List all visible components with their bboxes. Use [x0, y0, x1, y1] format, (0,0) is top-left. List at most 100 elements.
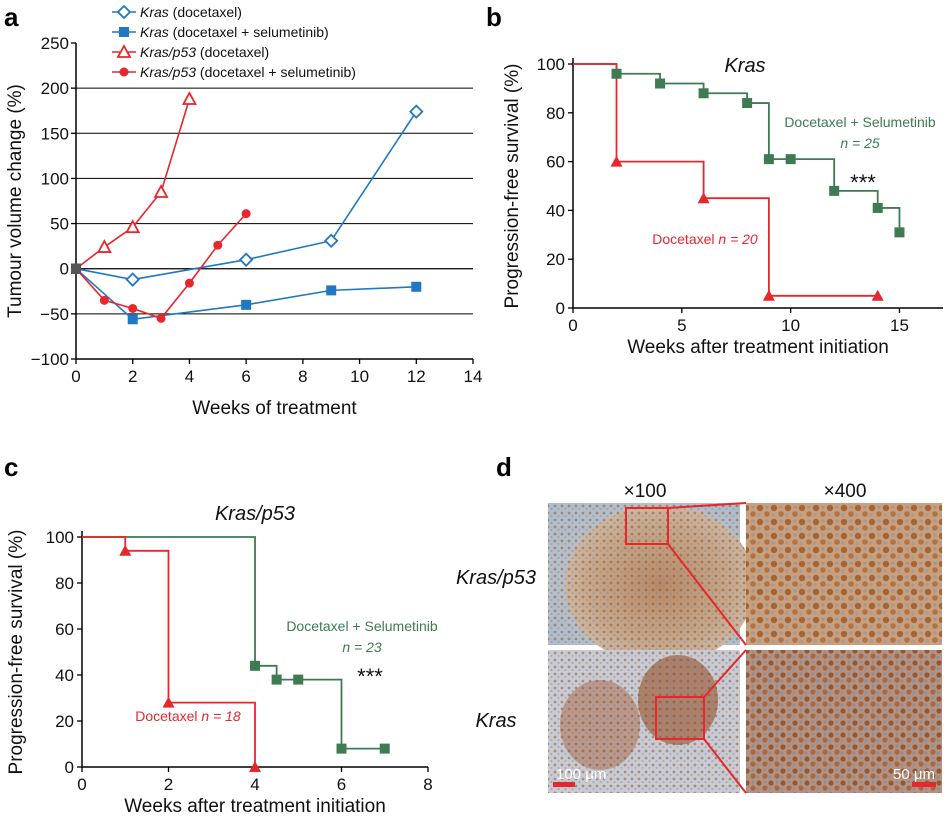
- data-point-s0-4: [742, 98, 753, 109]
- y-tick-label: 80: [55, 574, 74, 593]
- panel-label-b: b: [486, 2, 502, 32]
- data-point-s3-3: [156, 313, 166, 323]
- chart-title: Kras/p53: [215, 503, 295, 525]
- y-axis-title: Progression-free survival (%): [6, 530, 27, 775]
- x-tick-label: 8: [298, 367, 307, 386]
- series-line-1: [75, 268, 417, 321]
- step-line-1: [82, 536, 256, 767]
- data-point-s0-7: [829, 185, 840, 196]
- series-label-combination: Docetaxel + Selumetinib: [784, 114, 936, 130]
- legend-entry-0: Kras (docetaxel): [140, 4, 242, 20]
- data-point-s1-3: [326, 285, 337, 296]
- panel-label-c: c: [4, 452, 18, 482]
- legend-entry-1: Kras (docetaxel + selumetinib): [140, 24, 329, 40]
- y-tick-label: 150: [41, 124, 69, 143]
- y-tick-label: 40: [546, 201, 565, 220]
- x-tick-label: 10: [781, 316, 800, 335]
- legend-entry-2: Kras/p53 (docetaxel): [140, 44, 269, 60]
- data-point-s1-1: [610, 155, 623, 167]
- y-tick-label: 60: [546, 153, 565, 172]
- data-point-s0-2: [238, 252, 254, 267]
- chart-a-tumour-volume: −100 −50 0 50 100 150 200 250 0 2 4 6 8 10 12 14 Weeks o…: [5, 4, 482, 419]
- data-point-s0-6: [785, 154, 796, 165]
- data-point-s1-1: [127, 314, 138, 325]
- data-point-s0-4: [409, 104, 424, 119]
- y-tick-label: 100: [46, 528, 74, 547]
- data-point-s0-5: [379, 743, 390, 754]
- data-point-s1-3: [762, 289, 775, 301]
- x-tick-label: 2: [164, 775, 173, 794]
- x-tick-label: 8: [423, 775, 432, 794]
- y-tick-label: 100: [537, 55, 565, 74]
- micrograph-panel: ×100 ×400 Kras/p53 Kras: [456, 481, 942, 794]
- x-tick-label: 2: [128, 367, 137, 386]
- series-n-docetaxel: n = 18: [201, 708, 241, 724]
- y-tick-label: 0: [556, 299, 565, 318]
- x-tick-label: 4: [185, 367, 194, 386]
- panel-label-d: d: [496, 452, 512, 482]
- legend-marker-1: [119, 27, 129, 37]
- y-tick-label: −100: [31, 350, 69, 369]
- data-point-s2-2: [125, 219, 141, 234]
- series-n-combination: n = 23: [342, 639, 382, 655]
- series-label-docetaxel: Docetaxel n = 20: [652, 231, 758, 247]
- data-point-s1-2: [162, 696, 175, 708]
- data-point-s3-0: [71, 263, 81, 274]
- micrograph-krasp53-x400: [746, 503, 942, 645]
- data-point-s0-3: [698, 88, 709, 99]
- x-tick-label: 0: [77, 775, 86, 794]
- data-point-s1-4: [871, 289, 884, 301]
- series-label-combination: Docetaxel + Selumetinib: [286, 618, 438, 634]
- panel-label-a: a: [4, 2, 19, 32]
- x-tick-label: 6: [241, 367, 250, 386]
- data-point-s0-2: [271, 674, 282, 685]
- y-tick-label: 80: [546, 104, 565, 123]
- data-point-s2-3: [153, 184, 169, 198]
- micrograph-kras-x400: [746, 650, 942, 793]
- data-point-s0-1: [250, 660, 260, 671]
- micrograph-krasp53-x100: [548, 503, 755, 665]
- chart-c-krasp53-survival: 0 20 40 60 80 100 0 2 4 6 8 Weeks after treatment i…: [6, 503, 438, 817]
- data-point-s1-2: [697, 192, 710, 204]
- row-label-kras: Kras: [475, 710, 516, 732]
- data-point-s1-1: [119, 544, 132, 556]
- col-label-x100: ×100: [624, 481, 667, 502]
- x-tick-label: 5: [677, 316, 686, 335]
- y-tick-label: 200: [41, 79, 69, 98]
- x-axis-title: Weeks of treatment: [192, 398, 357, 419]
- data-point-s0-2: [655, 78, 666, 89]
- legend-marker-3: [119, 67, 129, 77]
- data-point-s0-4: [336, 743, 347, 754]
- y-tick-label: 50: [50, 215, 69, 234]
- scale-bar-50um: 50 μm: [893, 766, 935, 783]
- data-point-s0-1: [125, 272, 140, 287]
- data-point-s1-3: [249, 761, 261, 772]
- zoom-box-top: [625, 507, 669, 545]
- series-label-docetaxel: Docetaxel n = 18: [135, 708, 241, 724]
- zoom-box-bottom: [655, 696, 705, 740]
- step-line-1: [573, 63, 878, 297]
- significance-marker: ***: [357, 664, 383, 689]
- col-label-x400: ×400: [824, 481, 867, 502]
- scale-bar-100um: 100 μm: [556, 766, 606, 783]
- series-n-combination: n = 25: [840, 135, 880, 151]
- data-point-s0-5: [763, 154, 774, 165]
- data-point-s3-6: [241, 209, 251, 219]
- y-tick-label: 40: [55, 666, 74, 685]
- data-point-s0-3: [323, 233, 339, 248]
- data-point-s3-5: [213, 240, 223, 250]
- legend-marker-2: [116, 44, 132, 58]
- data-point-s3-4: [184, 278, 194, 288]
- x-axis-title: Weeks after treatment initiation: [627, 337, 889, 358]
- x-tick-label: 14: [464, 367, 483, 386]
- y-axis-title: Tumour volume change (%): [5, 84, 26, 318]
- data-point-s2-4: [181, 91, 197, 105]
- y-tick-label: 100: [41, 169, 69, 188]
- data-point-s1-2: [241, 299, 252, 310]
- y-tick-label: 0: [60, 260, 69, 279]
- data-point-s0-1: [611, 68, 622, 79]
- y-tick-label: 20: [546, 250, 565, 269]
- x-axis-title: Weeks after treatment initiation: [124, 796, 386, 817]
